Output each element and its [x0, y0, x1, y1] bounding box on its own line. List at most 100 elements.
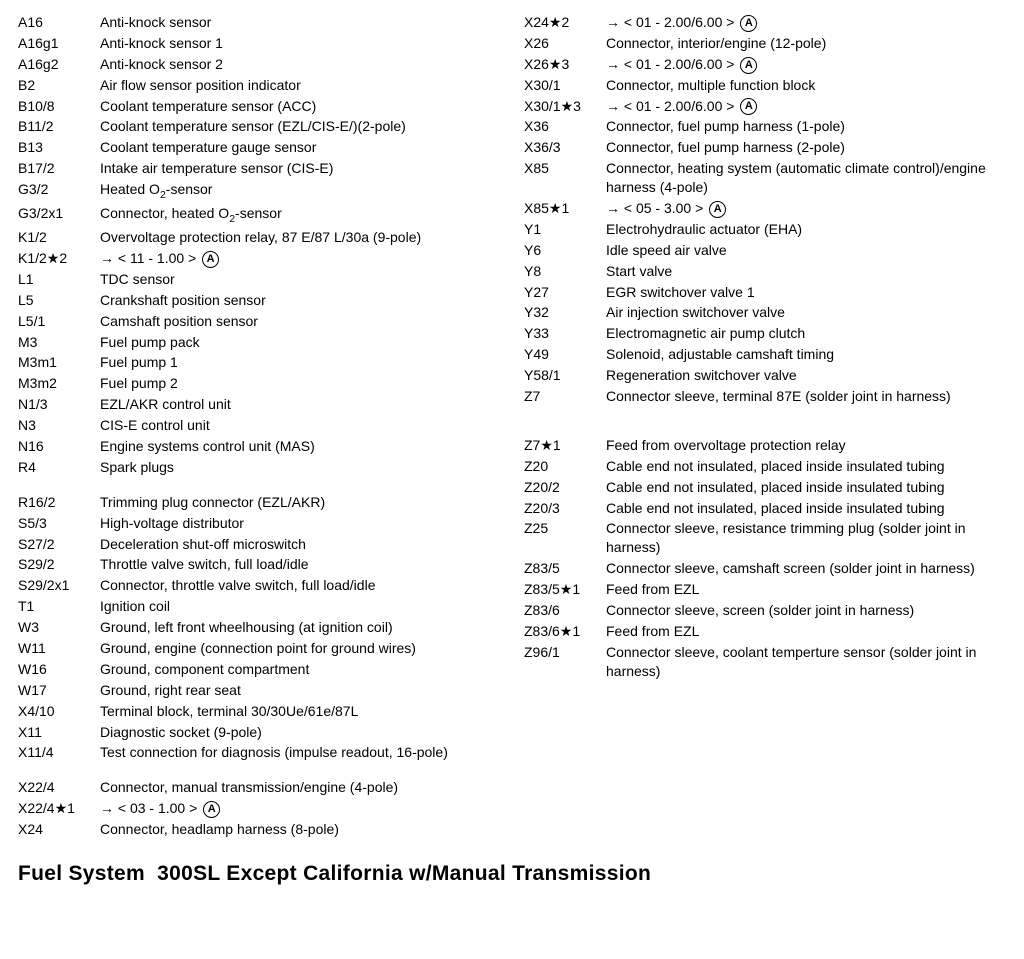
legend-row: S27/2Deceleration shut-off microswitch [18, 534, 500, 555]
legend-row: R4Spark plugs [18, 457, 500, 478]
legend-desc: Connector sleeve, resistance trimming pl… [606, 519, 1006, 557]
legend-code: L5 [18, 291, 100, 310]
legend-row: X36Connector, fuel pump harness (1-pole) [524, 116, 1006, 137]
legend-desc: Connector sleeve, terminal 87E (solder j… [606, 387, 1006, 406]
legend-row: S5/3High-voltage distributor [18, 513, 500, 534]
legend-code: X36/3 [524, 138, 606, 157]
legend-code: Z20/2 [524, 478, 606, 497]
legend-code: B11/2 [18, 117, 100, 136]
legend-row: Z96/1Connector sleeve, coolant tempertur… [524, 642, 1006, 682]
legend-desc: Ground, right rear seat [100, 681, 500, 700]
legend-code: K1/2★2 [18, 249, 100, 268]
legend-desc: Fuel pump 2 [100, 374, 500, 393]
legend-code: X11 [18, 723, 100, 742]
legend-desc: Ground, engine (connection point for gro… [100, 639, 500, 658]
legend-code: W17 [18, 681, 100, 700]
legend-row: N1/3EZL/AKR control unit [18, 394, 500, 415]
legend-row: Y27EGR switchover valve 1 [524, 282, 1006, 303]
circled-a-icon: A [740, 98, 757, 115]
legend-row: Z83/6★1Feed from EZL [524, 621, 1006, 642]
legend-desc: Connector, fuel pump harness (1-pole) [606, 117, 1006, 136]
legend-desc: CIS-E control unit [100, 416, 500, 435]
legend-code: X36 [524, 117, 606, 136]
legend-row: Y32Air injection switchover valve [524, 302, 1006, 323]
legend-code: X85★1 [524, 199, 606, 218]
legend-row: M3m1Fuel pump 1 [18, 352, 500, 373]
legend-code: Z7 [524, 387, 606, 406]
legend-desc: Fuel pump pack [100, 333, 500, 352]
legend-desc: Anti-knock sensor 2 [100, 55, 500, 74]
legend-desc: Anti-knock sensor 1 [100, 34, 500, 53]
legend-columns: A16Anti-knock sensorA16g1Anti-knock sens… [18, 12, 1006, 840]
legend-desc: → < 01 - 2.00/6.00 > A [606, 55, 1006, 74]
legend-row: A16g1Anti-knock sensor 1 [18, 33, 500, 54]
legend-row: B17/2Intake air temperature sensor (CIS-… [18, 158, 500, 179]
legend-code: W16 [18, 660, 100, 679]
legend-row: B10/8Coolant temperature sensor (ACC) [18, 96, 500, 117]
legend-row: Z7Connector sleeve, terminal 87E (solder… [524, 386, 1006, 407]
legend-code: Y6 [524, 241, 606, 260]
legend-row: X30/1Connector, multiple function block [524, 75, 1006, 96]
legend-row: X11/4Test connection for diagnosis (impu… [18, 742, 500, 763]
legend-code: G3/2 [18, 180, 100, 199]
legend-row: G3/2Heated O2-sensor [18, 179, 500, 203]
legend-code: A16g1 [18, 34, 100, 53]
title-rest: 300SL Except California w/Manual Transmi… [157, 862, 651, 885]
legend-desc: Spark plugs [100, 458, 500, 477]
legend-row: Z20/2Cable end not insulated, placed ins… [524, 477, 1006, 498]
legend-code: R16/2 [18, 493, 100, 512]
legend-desc: High-voltage distributor [100, 514, 500, 533]
legend-row: Z20/3Cable end not insulated, placed ins… [524, 498, 1006, 519]
legend-desc: Electromagnetic air pump clutch [606, 324, 1006, 343]
legend-row: L5/1Camshaft position sensor [18, 311, 500, 332]
legend-row: X85★1→ < 05 - 3.00 > A [524, 198, 1006, 219]
legend-code: W3 [18, 618, 100, 637]
legend-code: M3m1 [18, 353, 100, 372]
legend-desc: Engine systems control unit (MAS) [100, 437, 500, 456]
circled-a-icon: A [203, 801, 220, 818]
circled-a-icon: A [709, 201, 726, 218]
legend-row: Y49Solenoid, adjustable camshaft timing [524, 344, 1006, 365]
legend-code: A16 [18, 13, 100, 32]
legend-code: N3 [18, 416, 100, 435]
legend-row: K1/2Overvoltage protection relay, 87 E/8… [18, 227, 500, 248]
legend-desc: Ignition coil [100, 597, 500, 616]
legend-code: N16 [18, 437, 100, 456]
legend-row: T1Ignition coil [18, 596, 500, 617]
legend-code: X30/1 [524, 76, 606, 95]
title-lead: Fuel System [18, 862, 145, 885]
legend-code: Z83/6 [524, 601, 606, 620]
row-gap [18, 478, 500, 492]
legend-desc: Connector, heating system (automatic cli… [606, 159, 1006, 197]
legend-desc: Coolant temperature gauge sensor [100, 138, 500, 157]
legend-desc: Terminal block, terminal 30/30Ue/61e/87L [100, 702, 500, 721]
legend-desc: Throttle valve switch, full load/idle [100, 555, 500, 574]
legend-desc: Overvoltage protection relay, 87 E/87 L/… [100, 228, 500, 247]
left-column: A16Anti-knock sensorA16g1Anti-knock sens… [18, 12, 500, 840]
legend-row: X85Connector, heating system (automatic … [524, 158, 1006, 198]
legend-desc: Test connection for diagnosis (impulse r… [100, 743, 500, 762]
legend-code: B17/2 [18, 159, 100, 178]
legend-row: W16Ground, component compartment [18, 659, 500, 680]
legend-code: Y1 [524, 220, 606, 239]
legend-desc: Connector, manual transmission/engine (4… [100, 778, 500, 797]
legend-row: Y1Electrohydraulic actuator (EHA) [524, 219, 1006, 240]
legend-row: N16Engine systems control unit (MAS) [18, 436, 500, 457]
legend-desc: Intake air temperature sensor (CIS-E) [100, 159, 500, 178]
legend-row: L1TDC sensor [18, 269, 500, 290]
legend-code: Z83/5 [524, 559, 606, 578]
legend-code: A16g2 [18, 55, 100, 74]
legend-row: W3Ground, left front wheelhousing (at ig… [18, 617, 500, 638]
legend-code: Z7★1 [524, 436, 606, 455]
legend-code: X24 [18, 820, 100, 839]
legend-code: S29/2 [18, 555, 100, 574]
legend-code: Y33 [524, 324, 606, 343]
legend-row: Z7★1Feed from overvoltage protection rel… [524, 435, 1006, 456]
legend-row: B2Air flow sensor position indicator [18, 75, 500, 96]
legend-code: B10/8 [18, 97, 100, 116]
legend-desc: TDC sensor [100, 270, 500, 289]
row-gap [18, 763, 500, 777]
legend-row: Z20Cable end not insulated, placed insid… [524, 456, 1006, 477]
legend-row: B11/2Coolant temperature sensor (EZL/CIS… [18, 116, 500, 137]
legend-row: Z83/5Connector sleeve, camshaft screen (… [524, 558, 1006, 579]
